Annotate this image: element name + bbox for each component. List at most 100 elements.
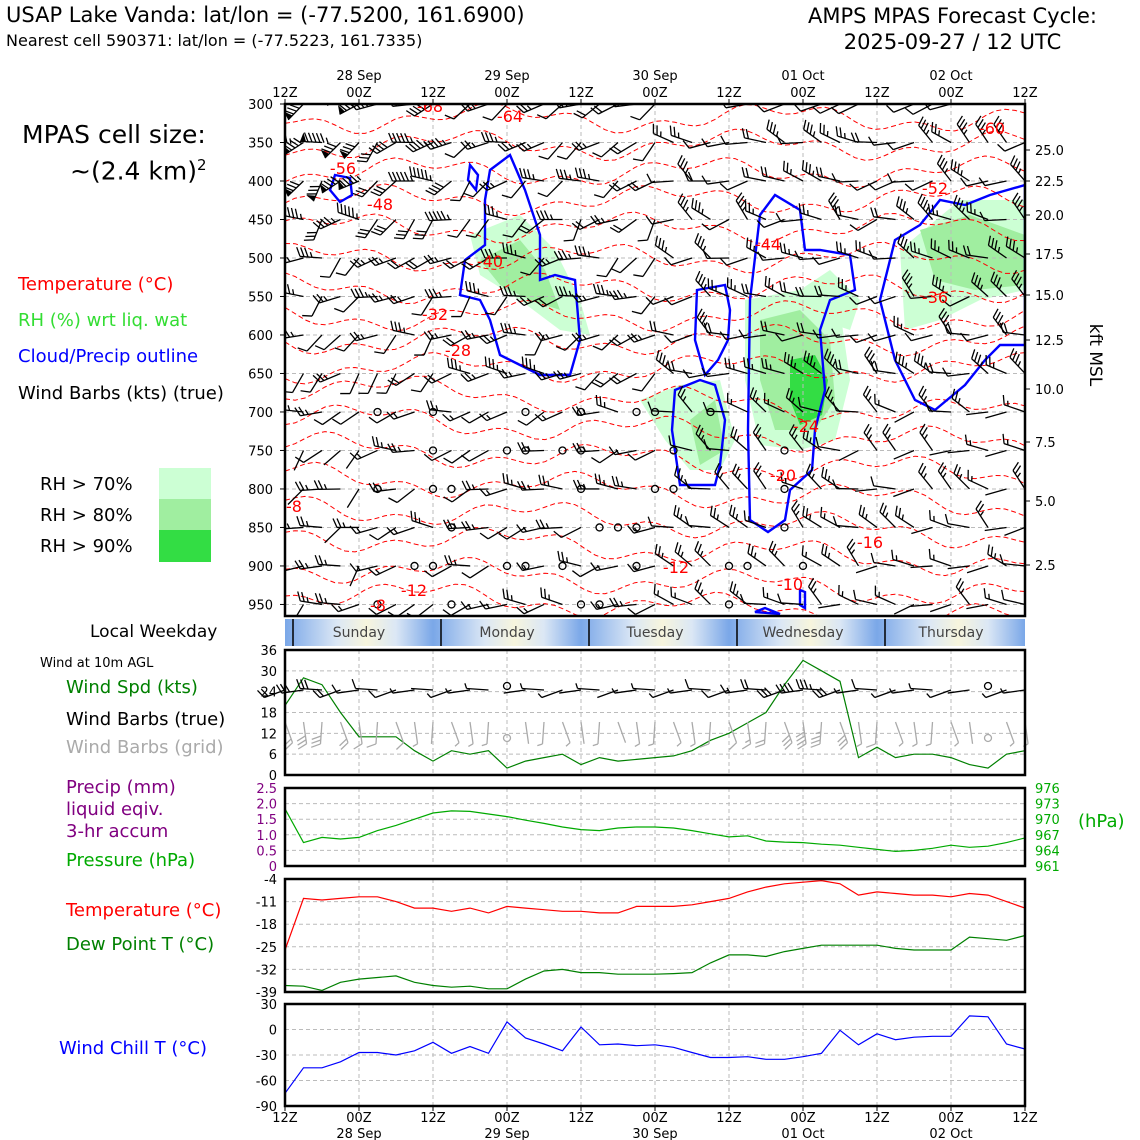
panel-frame xyxy=(283,648,1027,777)
temperature-contour xyxy=(285,461,1025,517)
wind-barb xyxy=(756,104,785,113)
calm-marker xyxy=(558,446,567,455)
wind-barb xyxy=(285,373,305,394)
wind-barb xyxy=(479,334,508,345)
y-tick-label: 2.0 xyxy=(256,798,277,813)
wind-barb xyxy=(572,565,600,578)
wind-barb xyxy=(791,500,804,528)
calm-marker xyxy=(410,561,419,571)
wind-barb xyxy=(285,206,304,221)
wind-barb xyxy=(674,104,693,105)
wind-barb xyxy=(896,196,915,221)
pressure-tick-label: 900 xyxy=(248,560,273,575)
temperature-label: -52 xyxy=(922,179,948,198)
calm-marker xyxy=(502,681,512,691)
wind-barb xyxy=(929,449,952,456)
wind-barb xyxy=(553,370,582,380)
wind-barb xyxy=(894,411,915,423)
temperature-contour xyxy=(285,128,1025,162)
wind-barb xyxy=(609,597,637,608)
wind-barb xyxy=(424,288,452,299)
wind-barb xyxy=(609,141,637,155)
temperature-label: -64 xyxy=(497,107,523,126)
wind-barb xyxy=(853,589,878,606)
wind-barb xyxy=(775,333,804,342)
temperature-contour xyxy=(285,351,1025,385)
surface-grid-barb xyxy=(795,721,807,750)
wind-barb xyxy=(647,401,674,413)
wind-barb xyxy=(649,320,674,336)
top-date-label: 29 Sep xyxy=(484,69,529,84)
surface-wind-barb xyxy=(756,687,785,699)
rh70-swatch xyxy=(159,468,211,499)
y-tick-label: -4 xyxy=(264,873,277,888)
pressure-tick-label: 600 xyxy=(248,329,273,344)
temperature-contour xyxy=(285,404,1025,453)
wind-barb xyxy=(828,192,841,220)
wind-barb xyxy=(479,526,508,540)
wind-barb xyxy=(1002,433,1025,452)
windchill-line xyxy=(284,1015,1026,1094)
wind-barb xyxy=(694,540,711,567)
wind-barb xyxy=(855,565,878,574)
surface-grid-barb xyxy=(950,721,960,747)
kft-tick-label: 7.5 xyxy=(1035,436,1056,451)
surface-grid-barb xyxy=(366,721,379,748)
cloud-outline xyxy=(466,162,480,193)
wind-barb xyxy=(349,565,360,587)
wind-barb xyxy=(479,180,508,191)
time-axes: 12Z 00Z 12Z 00Z 12Z 00Z 12Z 00Z 12Z 00Z 12Z 28 Sep 2… xyxy=(272,1106,1038,1140)
wind-barb xyxy=(337,174,362,191)
wind-barb xyxy=(703,322,730,336)
wind-barb xyxy=(405,139,434,153)
surface-wind-barb xyxy=(947,689,970,694)
top-date-label: 01 Oct xyxy=(781,69,824,84)
wind-barb xyxy=(735,192,749,220)
wind-barb xyxy=(593,180,619,199)
legend-temp2: Temperature (°C) xyxy=(66,900,222,921)
cloud-outline xyxy=(746,193,857,534)
surface-wind-barb xyxy=(575,683,600,691)
wind-barb xyxy=(1004,526,1025,536)
y-tick-label: 12 xyxy=(260,727,277,742)
wind-barb xyxy=(929,603,952,613)
wind-barb xyxy=(314,554,341,567)
pressure-line xyxy=(284,808,1026,853)
wind-barb xyxy=(812,104,841,114)
surface-wind-barb xyxy=(411,687,434,691)
wind-barb xyxy=(780,472,804,490)
pressure-tick-label: 950 xyxy=(248,598,273,613)
y-tick-label: -30 xyxy=(256,1049,277,1064)
wind-barb xyxy=(376,373,397,394)
temperature-label: -68 xyxy=(417,97,443,116)
wind-barb xyxy=(652,123,674,144)
wind-barb xyxy=(608,372,637,385)
pressure-tick-label: 976 xyxy=(1035,782,1060,797)
pressure-tick-label: 300 xyxy=(248,98,273,113)
wind-barb xyxy=(979,211,1007,222)
wind-barb xyxy=(594,473,619,490)
wind-barb xyxy=(386,526,415,536)
wind-barb xyxy=(724,357,748,375)
wind-barb xyxy=(443,449,471,464)
legend-barbs-true: Wind Barbs (true) xyxy=(66,709,226,730)
calm-marker xyxy=(650,484,660,494)
surface-wind-barb xyxy=(611,688,637,694)
calm-marker xyxy=(558,561,567,571)
wind-barb xyxy=(645,295,674,305)
wind-barb xyxy=(447,219,471,238)
wind-barb xyxy=(947,449,970,454)
surface-wind-barb xyxy=(775,682,804,694)
wind-barb xyxy=(904,180,933,191)
surface-wind-barb xyxy=(833,688,859,694)
wind-barb xyxy=(815,166,841,182)
temperature-panel: -4 -11 -18 -25 -32 -39 xyxy=(256,873,1027,1001)
surface-wind-barb xyxy=(908,683,933,691)
legend-wind-spd: Wind Spd (kts) xyxy=(66,677,198,698)
wind-barb xyxy=(442,411,471,422)
wind-barb xyxy=(953,463,970,490)
wind-barb xyxy=(937,462,952,490)
wind-barb xyxy=(371,436,397,452)
surface-wind-barb xyxy=(981,689,1007,699)
wind-barb xyxy=(390,320,415,336)
